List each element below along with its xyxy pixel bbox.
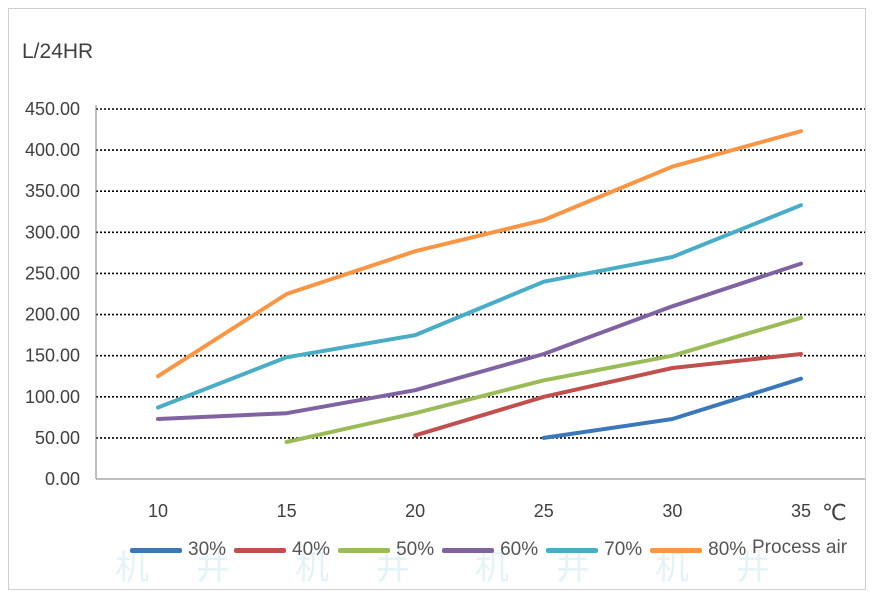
legend-swatch [130, 547, 182, 553]
x-tick-label: 15 [277, 501, 297, 521]
y-tick-label: 450.00 [25, 99, 80, 119]
legend-label: 80% [708, 539, 747, 560]
series-line-80pct [156, 129, 803, 379]
legend-swatch [546, 547, 599, 553]
y-tick-label: 250.00 [25, 263, 80, 283]
legend-label: 70% [604, 539, 643, 560]
x-tick-label: 20 [405, 501, 425, 521]
y-axis-unit-label: L/24HR [22, 40, 94, 63]
y-tick-labels: 0.00 50.00 100.00 150.00 200.00 250.00 300.00 3… [25, 99, 80, 489]
x-tick-label: 25 [534, 501, 554, 521]
watermark: 机 井 [655, 548, 788, 588]
y-tick-label: 0.00 [45, 469, 80, 489]
watermark: 机 井 [115, 548, 248, 588]
series-lines [156, 129, 803, 444]
series-line-30pct [541, 376, 803, 440]
y-tick-label: 100.00 [25, 387, 80, 407]
chart-frame [8, 8, 866, 590]
legend-item: 50% [338, 539, 434, 561]
y-tick-label: 200.00 [25, 305, 80, 325]
axes [95, 105, 865, 480]
legend-item: 60% [442, 539, 538, 561]
legend-item: 80% [650, 539, 746, 561]
y-tick-label: 150.00 [25, 346, 80, 366]
y-tick-label: 50.00 [35, 428, 80, 448]
legend-item: 40% [234, 539, 330, 561]
series-line-60pct [156, 261, 803, 421]
series-line-50pct [284, 315, 803, 444]
legend-swatch [650, 547, 703, 553]
x-tick-label: 30 [662, 501, 682, 521]
legend-label: 30% [188, 539, 227, 560]
legend-item: 70% [546, 539, 642, 561]
x-tick-label: 10 [148, 501, 168, 521]
watermark: 机 井 [295, 548, 428, 588]
x-tick-label: 35 [791, 501, 811, 521]
legend-swatch [442, 547, 495, 553]
series-line-40pct [413, 352, 803, 438]
series-line-70pct [156, 203, 803, 410]
watermark: 机 井 [475, 548, 608, 588]
x-tick-labels: 10 15 20 25 30 35 [148, 501, 811, 521]
legend: 30% 40% 50% 60% 70% 80% [130, 536, 754, 564]
legend-title: Process air [752, 537, 848, 558]
legend-label: 60% [500, 539, 539, 560]
y-tick-label: 300.00 [25, 222, 80, 242]
legend-swatch [234, 547, 287, 553]
legend-swatch [338, 547, 391, 553]
legend-label: 40% [292, 539, 331, 560]
x-axis-unit-label: ℃ [822, 500, 847, 525]
legend-label: 50% [396, 539, 435, 560]
y-tick-label: 400.00 [25, 140, 80, 160]
legend-item: 30% [130, 539, 226, 561]
y-tick-label: 350.00 [25, 181, 80, 201]
